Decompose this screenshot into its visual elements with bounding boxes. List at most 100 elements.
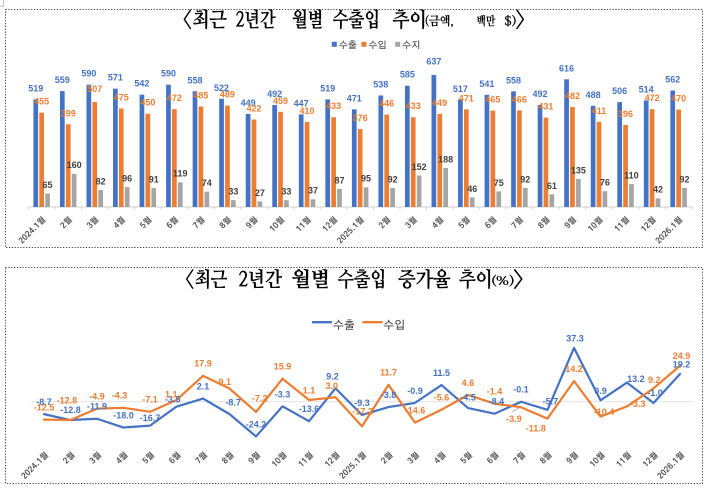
svg-text:396: 396 [618,109,633,119]
svg-text:471: 471 [347,93,362,103]
svg-text:590: 590 [161,69,176,79]
svg-text:152: 152 [412,162,427,172]
svg-text:61: 61 [547,181,557,191]
svg-text:475: 475 [114,93,129,103]
svg-text:46: 46 [467,184,477,194]
svg-text:135: 135 [571,165,586,175]
svg-text:-3.3: -3.3 [275,389,291,399]
svg-text:466: 466 [512,94,527,104]
svg-text:411: 411 [592,106,607,116]
svg-text:489: 489 [220,90,235,100]
svg-text:472: 472 [645,93,660,103]
svg-text:76: 76 [600,178,610,188]
svg-text:538: 538 [373,79,388,89]
svg-text:-8.7: -8.7 [225,398,241,408]
svg-text:92: 92 [520,174,530,184]
svg-text:188: 188 [438,154,453,164]
svg-text:410: 410 [300,106,315,116]
svg-text:-5.6: -5.6 [434,393,450,403]
svg-text:92: 92 [388,174,398,184]
svg-text:558: 558 [187,75,202,85]
svg-text:4.6: 4.6 [462,378,475,388]
svg-text:27: 27 [255,188,265,198]
svg-text:37.3: 37.3 [566,333,584,343]
svg-text:514: 514 [639,84,654,94]
svg-text:33: 33 [228,187,238,197]
svg-text:95: 95 [361,174,371,184]
svg-text:472: 472 [167,93,182,103]
svg-text:13.2: 13.2 [627,374,645,384]
svg-text:433: 433 [326,101,341,111]
svg-text:-4.3: -4.3 [112,391,128,401]
svg-text:-1.4: -1.4 [487,387,503,397]
svg-text:450: 450 [140,98,155,108]
svg-text:558: 558 [506,75,521,85]
svg-text:-4.5: -4.5 [460,392,476,402]
svg-text:-17.2: -17.2 [352,407,373,417]
svg-text:-11.9: -11.9 [87,402,107,412]
svg-text:399: 399 [61,108,76,118]
svg-text:91: 91 [149,175,159,185]
svg-text:9.2: 9.2 [648,375,661,385]
svg-text:455: 455 [34,97,49,107]
svg-text:507: 507 [87,84,102,94]
svg-text:37: 37 [308,186,318,196]
svg-text:376: 376 [353,113,368,123]
svg-text:571: 571 [108,73,123,83]
svg-text:9.1: 9.1 [219,377,232,387]
svg-text:24.9: 24.9 [673,351,691,361]
svg-text:542: 542 [134,79,149,89]
svg-text:-10.4: -10.4 [594,407,615,417]
svg-text:-11.8: -11.8 [526,423,546,433]
svg-text:616: 616 [559,63,574,73]
svg-text:-5.7: -5.7 [543,397,559,407]
svg-text:-9.3: -9.3 [354,398,370,408]
svg-text:-1.0: -1.0 [647,388,663,398]
svg-text:471: 471 [459,93,474,103]
svg-text:562: 562 [665,75,680,85]
svg-text:447: 447 [294,98,309,108]
svg-text:110: 110 [624,171,639,181]
svg-text:-7.1: -7.1 [142,395,158,405]
svg-text:522: 522 [214,83,229,93]
svg-text:465: 465 [485,95,500,105]
svg-text:-18.0: -18.0 [113,410,134,420]
svg-text:9.2: 9.2 [326,371,339,381]
svg-text:65: 65 [43,180,53,190]
svg-text:-16.7: -16.7 [140,413,161,423]
svg-text:33: 33 [281,187,291,197]
svg-text:485: 485 [193,90,208,100]
svg-text:492: 492 [267,89,282,99]
svg-text:92: 92 [680,174,690,184]
svg-text:-0.1: -0.1 [513,385,529,395]
svg-text:-14.6: -14.6 [405,406,426,416]
svg-text:470: 470 [671,94,686,104]
svg-text:14.2: 14.2 [565,364,583,374]
svg-text:87: 87 [335,175,345,185]
svg-text:431: 431 [538,102,553,112]
svg-text:459: 459 [273,96,288,106]
svg-text:-7.2: -7.2 [252,393,268,403]
svg-text:15.9: 15.9 [274,362,292,372]
svg-text:119: 119 [173,169,188,179]
svg-text:449: 449 [241,98,256,108]
svg-text:-3.5: -3.5 [165,394,181,404]
svg-text:3.0: 3.0 [326,381,339,391]
svg-text:1.1: 1.1 [303,385,316,395]
svg-text:-8.7: -8.7 [36,397,52,407]
svg-text:11.5: 11.5 [433,368,450,378]
svg-text:1.1: 1.1 [165,390,178,400]
svg-text:585: 585 [400,70,415,80]
svg-text:517: 517 [453,84,468,94]
svg-text:541: 541 [479,79,494,89]
svg-text:2.1: 2.1 [197,381,210,391]
svg-text:590: 590 [81,69,96,79]
svg-text:422: 422 [246,104,261,114]
svg-text:449: 449 [432,98,447,108]
svg-text:-4.9: -4.9 [89,392,105,402]
svg-text:-0.9: -0.9 [407,386,423,396]
svg-text:506: 506 [612,86,627,96]
svg-text:433: 433 [406,101,421,111]
svg-text:-3.8: -3.8 [381,390,397,400]
svg-text:-3.9: -3.9 [506,414,522,424]
